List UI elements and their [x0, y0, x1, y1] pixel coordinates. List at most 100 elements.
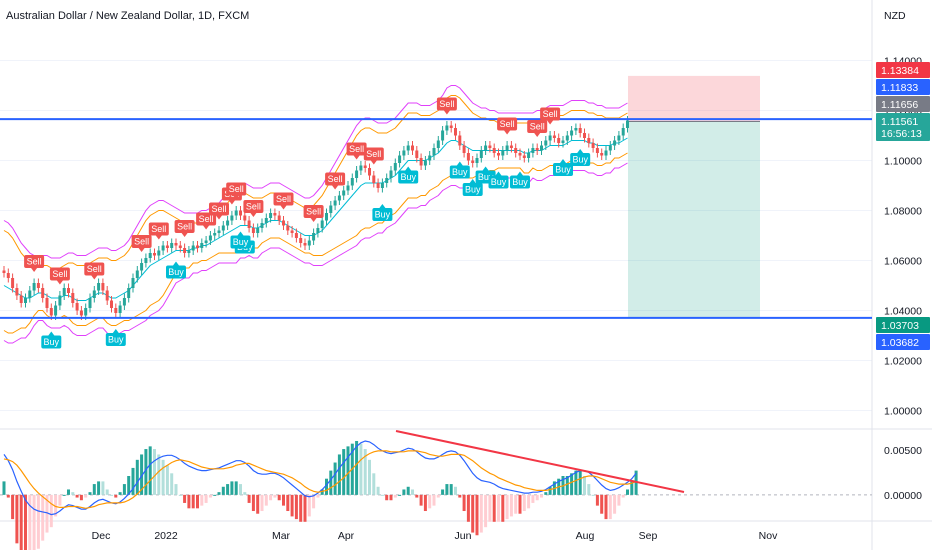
candle-body: [2, 270, 6, 273]
candle-body: [191, 245, 195, 251]
macd-histogram-bar: [406, 486, 410, 495]
horizontal-levels[interactable]: [0, 118, 872, 319]
sell-label: [174, 220, 195, 233]
macd-histogram-bar: [600, 494, 604, 514]
candle-body: [406, 145, 410, 151]
candle-body: [488, 145, 492, 148]
price-tag-3: [876, 113, 930, 141]
candle-body: [273, 213, 277, 216]
buy-pointer: [379, 204, 386, 208]
candle-body: [157, 250, 161, 256]
sell-label-text: Sell: [530, 122, 545, 132]
macd-histogram-bar: [264, 494, 268, 506]
macd-histogram-bar: [415, 494, 419, 498]
macd-histogram-bar: [2, 481, 6, 495]
sell-pointer: [280, 205, 287, 210]
candle-body: [243, 215, 247, 221]
macd-histogram-bar: [105, 489, 109, 495]
axes: 1.00000 1.02000 1.04000 1.06000 1.08000 1.100…: [92, 56, 922, 543]
candle-body: [6, 273, 10, 278]
candle-body: [41, 288, 45, 298]
candle-body: [320, 220, 324, 228]
macd-histogram-bar: [135, 459, 139, 495]
candle-body: [312, 233, 316, 241]
sell-label: [226, 182, 247, 196]
currency-label: NZD: [884, 10, 906, 22]
candle-body: [97, 283, 101, 291]
price-tag-sub-3: 16:56:13: [881, 128, 922, 140]
candle-body: [368, 168, 371, 176]
sell-pointer: [547, 120, 554, 125]
candle-body: [337, 195, 341, 201]
sell-label-text: Sell: [543, 109, 558, 119]
macd-histogram-bar: [449, 484, 453, 495]
candle-body: [613, 140, 617, 146]
macd-histogram-bar: [183, 494, 187, 503]
buy-label: [570, 153, 591, 166]
candle-body: [67, 288, 70, 293]
sell-pointer: [155, 235, 162, 240]
position-tool[interactable]: [628, 75, 760, 318]
sell-label: [363, 147, 384, 161]
macd-histogram-bar: [458, 494, 462, 498]
candle-body: [604, 150, 608, 156]
macd-histogram-bar: [548, 486, 552, 495]
macd-histogram-bar: [92, 484, 96, 495]
candle-body: [479, 150, 483, 158]
candle-body: [110, 300, 113, 308]
macd-histogram-bar: [376, 486, 380, 495]
candle-body: [458, 135, 462, 146]
candle-body: [393, 163, 397, 171]
buy-pointer: [482, 166, 489, 171]
macd-histogram-bar: [290, 494, 294, 517]
candle-body: [565, 135, 569, 141]
candle-body: [471, 160, 475, 163]
sell-label-text: Sell: [229, 184, 244, 194]
candle-body: [19, 295, 23, 303]
buy-pointer: [577, 149, 584, 153]
macd-histogram-bar: [24, 494, 27, 550]
x-tick-label-0: Dec: [92, 530, 111, 542]
candle-body: [325, 213, 328, 221]
sell-label: [243, 200, 264, 213]
candle-body: [290, 230, 294, 233]
macd-histogram-bar: [595, 494, 599, 506]
signal-line: [3, 450, 637, 509]
macd-histogram-bar: [518, 494, 522, 514]
macd-histogram-bar: [243, 492, 247, 495]
macd-histogram-bar: [428, 494, 432, 509]
macd-histogram-bar: [475, 494, 479, 536]
price-tag-label-4: 1.03703: [881, 320, 919, 332]
buy-label: [166, 265, 186, 279]
y-tick-label-4: 1.08000: [884, 206, 922, 218]
price-tag-2: [876, 96, 930, 112]
macd-histogram-bar: [122, 484, 126, 495]
candle-body: [174, 243, 178, 246]
macd-histogram-bar: [54, 494, 58, 517]
macd-histogram-bar: [6, 494, 10, 498]
macd-line: [3, 440, 637, 516]
candle-body: [204, 240, 208, 243]
buy-label: [105, 333, 126, 346]
macd-histogram-bar: [127, 476, 131, 495]
band-inner-lower-line: [3, 152, 628, 334]
macd-histogram-bar: [501, 494, 505, 522]
candle-body: [587, 138, 591, 143]
price-tag-label-1: 1.11833: [881, 82, 918, 94]
candle-body: [389, 170, 393, 178]
sell-label: [209, 202, 229, 216]
candle-body: [277, 215, 281, 221]
candle-body: [350, 178, 354, 186]
sell-pointer: [181, 233, 188, 237]
buy-label-text: Buy: [512, 177, 528, 187]
candle-body: [178, 245, 182, 248]
buy-label-text: Buy: [400, 172, 416, 182]
macd-histogram-bar: [196, 494, 199, 509]
macd-histogram-bar: [522, 494, 526, 512]
macd-trendline: [395, 430, 685, 493]
macd-histogram-bar: [363, 449, 367, 495]
candle-body: [127, 288, 131, 298]
buy-label: [462, 183, 483, 196]
